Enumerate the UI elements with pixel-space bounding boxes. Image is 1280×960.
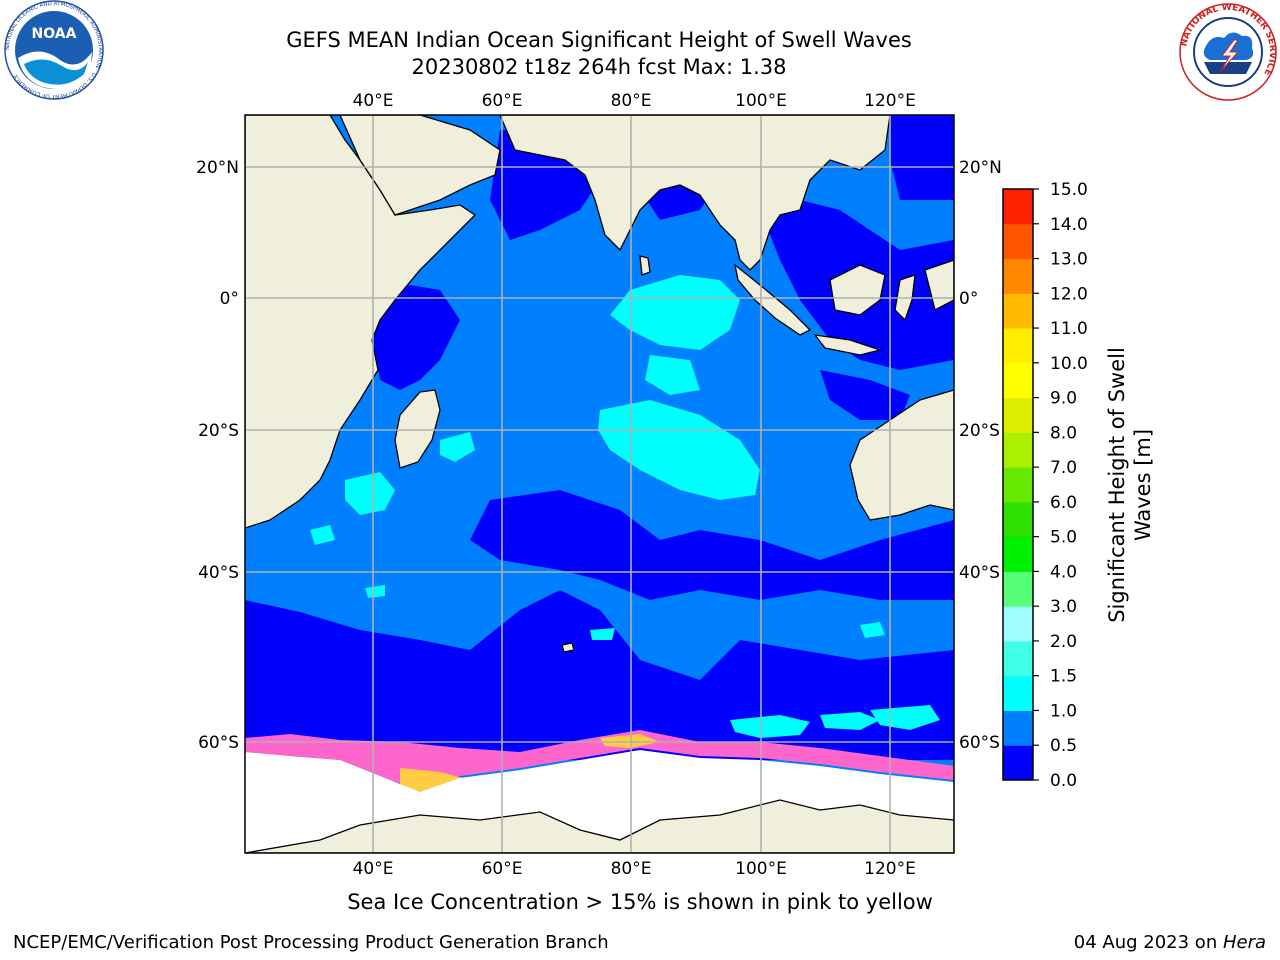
graticule — [245, 115, 954, 853]
arabia — [339, 115, 501, 216]
lon-label-top: 120°E — [864, 91, 916, 111]
sri-lanka — [639, 255, 651, 276]
colorbar-ticks: 0.0 0.5 1.0 1.5 2.0 3.0 4.0 5.0 6.0 7.0 8.0 9.0 10.0… — [1033, 180, 1088, 791]
colorbar-bin — [1003, 710, 1033, 746]
colorbar-tick-label: 3.0 — [1050, 597, 1077, 617]
colorbar-bin — [1003, 745, 1033, 781]
lat-label-left: 20°S — [198, 421, 239, 441]
colorbar-tick-label: 15.0 — [1050, 180, 1088, 200]
lat-label-right: 60°S — [959, 733, 1000, 753]
map-frame — [244, 114, 955, 854]
lon-label-top: 40°E — [353, 91, 394, 111]
colorbar-tick-label: 14.0 — [1050, 215, 1088, 235]
colorbar-tick-label: 10.0 — [1050, 354, 1088, 374]
lat-label-right: 0° — [959, 289, 978, 309]
colorbar-bin — [1003, 571, 1033, 607]
sumatra — [734, 263, 812, 336]
footer-branch: NCEP/EMC/Verification Post Processing Pr… — [13, 932, 609, 953]
colorbar-bin — [1003, 536, 1033, 572]
lon-label-top: 60°E — [482, 91, 523, 111]
madagascar — [394, 389, 441, 469]
nws-logo: NATIONAL WEATHER SERVICE — [1179, 3, 1277, 101]
lat-label-right: 20°N — [959, 158, 1002, 178]
colorbar-bin — [1003, 467, 1033, 503]
colorbar-tick-label: 6.0 — [1050, 493, 1077, 513]
lon-label-bottom: 120°E — [864, 859, 916, 879]
colorbar-tick-label: 8.0 — [1050, 423, 1077, 443]
colorbar-tick-label: 11.0 — [1050, 319, 1088, 339]
colorbar-bin — [1003, 606, 1033, 642]
colorbar-tick-label: 1.5 — [1050, 667, 1077, 687]
lon-label-bottom: 100°E — [735, 859, 787, 879]
lat-label-right: 40°S — [959, 563, 1000, 583]
colorbar-bins — [1003, 189, 1033, 781]
colorbar-tick-label: 1.0 — [1050, 701, 1077, 721]
colorbar-frame — [1002, 188, 1034, 781]
antarctica — [245, 799, 954, 853]
colorbar-tick-label: 7.0 — [1050, 458, 1077, 478]
swell-high-regions — [310, 275, 940, 738]
chart-title: GEFS MEAN Indian Ocean Significant Heigh… — [286, 28, 912, 52]
colorbar-bin — [1003, 293, 1033, 329]
colorbar-label-line2: Waves [m] — [1131, 429, 1155, 541]
colorbar-tick-label: 2.0 — [1050, 632, 1077, 652]
colorbar-bin — [1003, 258, 1033, 294]
sea-ice-caption: Sea Ice Concentration > 15% is shown in … — [347, 890, 933, 914]
footer-date: 04 Aug 2023 on Hera — [1074, 932, 1266, 953]
noaa-logo: NOAA NATIONAL OCEANIC AND ATMOSPHERIC AD… — [4, 0, 104, 100]
lat-label-left: 40°S — [198, 563, 239, 583]
colorbar-tick-label: 5.0 — [1050, 528, 1077, 548]
lon-label-top: 100°E — [735, 91, 787, 111]
colorbar-bin — [1003, 432, 1033, 468]
chart-subtitle: 20230802 t18z 264h fcst Max: 1.38 — [411, 55, 787, 79]
land-masses — [245, 115, 954, 853]
colorbar-tick-label: 0.5 — [1050, 736, 1077, 756]
colorbar-label-line1: Significant Height of Swell — [1105, 347, 1129, 623]
lon-label-top: 80°E — [611, 91, 652, 111]
lon-label-bottom: 40°E — [353, 859, 394, 879]
footer-date-text: 04 Aug 2023 on — [1073, 932, 1223, 953]
lon-label-bottom: 80°E — [611, 859, 652, 879]
colorbar-tick-label: 9.0 — [1050, 389, 1077, 409]
colorbar-tick-label: 12.0 — [1050, 284, 1088, 304]
noaa-logo-text: NOAA — [32, 26, 77, 42]
colorbar-bin — [1003, 640, 1033, 677]
lat-label-left: 0° — [220, 289, 239, 309]
lat-label-left: 20°N — [196, 158, 239, 178]
java — [813, 334, 883, 356]
lat-label-right: 20°S — [959, 421, 1000, 441]
colorbar-bin — [1003, 328, 1033, 364]
lon-label-bottom: 60°E — [482, 859, 523, 879]
colorbar-bin — [1003, 501, 1033, 538]
borneo — [829, 264, 886, 316]
colorbar-tick-label: 13.0 — [1050, 250, 1088, 270]
footer-host: Hera — [1222, 932, 1266, 953]
colorbar-tick-label: 0.0 — [1050, 771, 1077, 791]
colorbar-bin — [1003, 362, 1033, 399]
colorbar-bin — [1003, 675, 1033, 711]
kerguelen — [561, 642, 575, 653]
colorbar-bin — [1003, 223, 1033, 260]
colorbar-bin — [1003, 189, 1033, 225]
lat-label-left: 60°S — [198, 733, 239, 753]
colorbar-tick-label: 4.0 — [1050, 562, 1077, 582]
australia — [849, 389, 954, 521]
colorbar-bin — [1003, 397, 1033, 433]
